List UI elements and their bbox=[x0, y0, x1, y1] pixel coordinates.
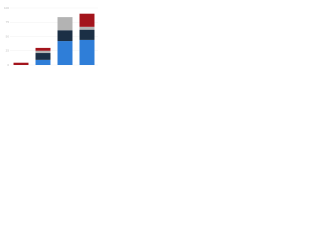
y-tick-label: 0 bbox=[7, 63, 9, 67]
bar-segment bbox=[35, 50, 51, 54]
y-tick-label: 25 bbox=[6, 49, 10, 53]
bar-segment bbox=[35, 53, 51, 60]
bar-segment bbox=[57, 30, 73, 42]
bar-segment bbox=[79, 29, 95, 40]
y-tick-label: 50 bbox=[6, 34, 10, 38]
bar-segment bbox=[79, 13, 95, 27]
chart: 0 25 50 75 100 bbox=[4, 6, 98, 67]
bar-segment bbox=[79, 39, 95, 65]
bar-segment bbox=[13, 62, 29, 65]
y-tick-label: 75 bbox=[6, 20, 10, 24]
bar-segment bbox=[35, 59, 51, 65]
bar-segment bbox=[35, 47, 51, 51]
bar-segment bbox=[79, 26, 95, 30]
y-tick-label: 100 bbox=[4, 6, 9, 10]
bar-segment bbox=[57, 41, 73, 65]
bar-segment bbox=[57, 17, 73, 31]
